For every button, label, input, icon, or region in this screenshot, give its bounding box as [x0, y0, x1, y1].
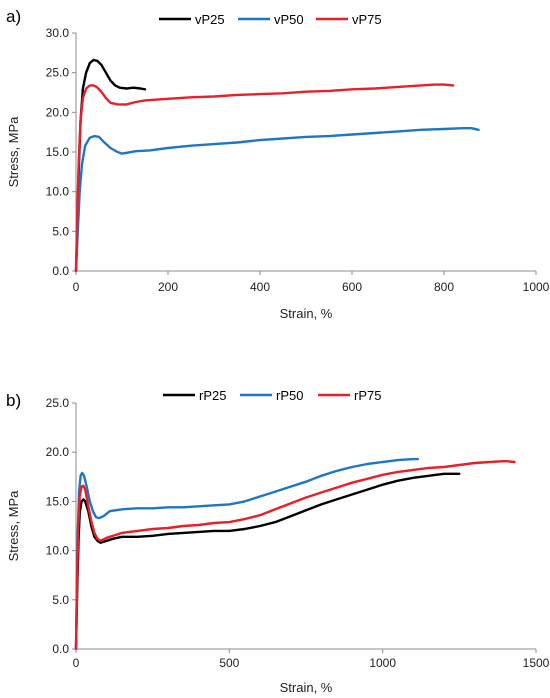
legend-label-rP50: rP50 [276, 388, 303, 403]
y-tick-label: 20.0 [46, 445, 70, 459]
y-tick-label: 20.0 [46, 105, 70, 119]
chart-panel-1: a) 0.0 5.0 10.0 15.0 20.0 25.0 30.0 0 200 400 600 80… [6, 7, 550, 321]
y-tick-label: 0.0 [52, 642, 69, 656]
x-tick-label: 1000 [369, 656, 396, 670]
legend-label-vP25: vP25 [195, 12, 225, 27]
y-tick-label: 30.0 [46, 26, 70, 40]
x-tick-label: 0 [73, 280, 80, 294]
y-tick-label: 25.0 [46, 66, 70, 80]
legend-label-vP50: vP50 [274, 12, 304, 27]
x-axis-label: Strain, % [280, 306, 333, 321]
x-tick-label: 200 [158, 280, 178, 294]
y-tick-label: 0.0 [52, 264, 69, 278]
x-tick-label: 400 [250, 280, 270, 294]
x-axis-label: Strain, % [280, 680, 333, 695]
x-tick-label: 1500 [523, 656, 550, 670]
series-line-vP75 [74, 83, 455, 273]
x-tick-label: 800 [434, 280, 454, 294]
series-line-rP50 [74, 457, 420, 651]
y-tick-label: 5.0 [52, 593, 69, 607]
series-line-vP25 [74, 58, 147, 273]
legend-label-vP75: vP75 [352, 12, 382, 27]
legend-label-rP25: rP25 [199, 388, 226, 403]
panel-label: b) [6, 391, 21, 410]
y-tick-label: 5.0 [52, 224, 69, 238]
x-tick-label: 600 [342, 280, 362, 294]
y-tick-label: 25.0 [46, 396, 70, 410]
panel-label: a) [6, 7, 21, 26]
series-line-vP50 [74, 126, 480, 273]
y-axis-label: Stress, MPa [6, 490, 21, 562]
y-tick-label: 15.0 [46, 494, 70, 508]
y-tick-label: 10.0 [46, 185, 70, 199]
x-tick-label: 0 [73, 656, 80, 670]
y-axis-label: Stress, MPa [6, 116, 21, 188]
series-line-rP75 [74, 459, 516, 651]
series-line-rP25 [74, 472, 461, 651]
x-tick-label: 500 [219, 656, 239, 670]
y-tick-label: 15.0 [46, 145, 70, 159]
chart-panel-2: b) 0.0 5.0 10.0 15.0 20.0 25.0 0 500 1000 1500 Stra… [6, 388, 550, 695]
legend-label-rP75: rP75 [354, 388, 381, 403]
x-tick-label: 1000 [523, 280, 550, 294]
y-tick-label: 10.0 [46, 544, 70, 558]
